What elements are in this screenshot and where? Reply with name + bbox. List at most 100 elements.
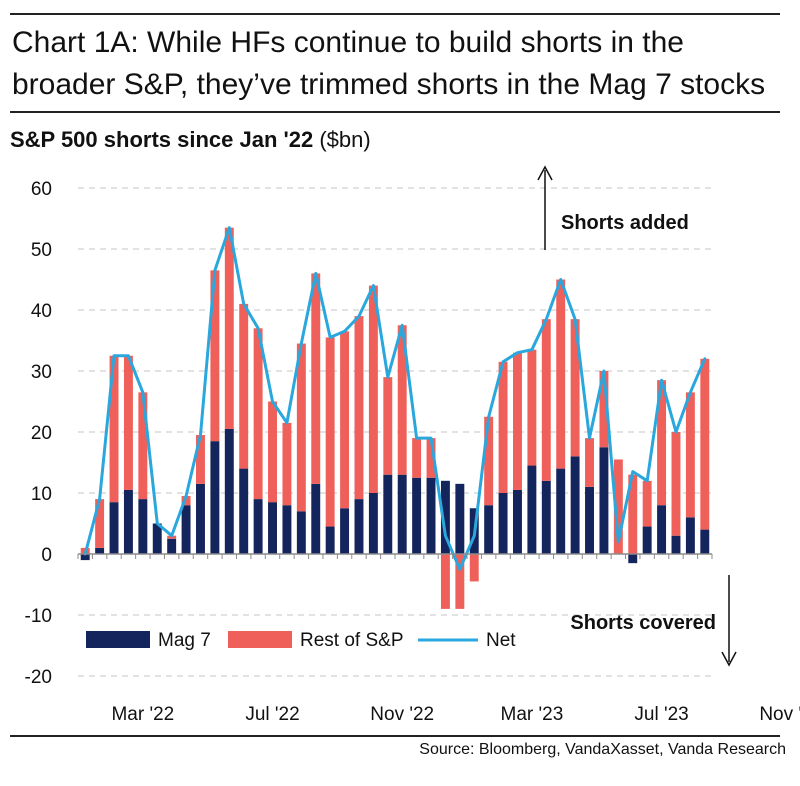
- x-tick-label: Nov '22: [370, 704, 434, 725]
- bar-mag7: [513, 489, 522, 554]
- bar-rest: [397, 325, 407, 475]
- bar-mag7: [642, 526, 652, 554]
- chart-title: Chart 1A: While HFs continue to build sh…: [12, 22, 782, 106]
- chart-subtitle: S&P 500 shorts since Jan '22 ($bn): [10, 127, 371, 153]
- bar-mag7: [412, 477, 422, 554]
- bar-rest: [498, 361, 508, 493]
- bar-layer: [80, 227, 710, 609]
- bar-mag7: [138, 499, 148, 554]
- legend-label-mag7: Mag 7: [158, 630, 211, 651]
- bar-mag7: [628, 554, 638, 564]
- bar-mag7: [368, 493, 378, 554]
- bar-mag7: [210, 441, 220, 554]
- bar-rest: [527, 349, 537, 466]
- bar-rest: [167, 535, 177, 539]
- subtitle-bold: S&P 500 shorts since Jan '22: [10, 127, 314, 152]
- bar-mag7: [311, 483, 321, 554]
- bar-mag7: [325, 526, 335, 554]
- bar-rest: [556, 279, 566, 469]
- bar-rest: [368, 285, 378, 493]
- bar-rest: [570, 319, 580, 457]
- bar-mag7: [239, 468, 249, 554]
- bar-rest: [239, 303, 249, 469]
- bar-mag7: [599, 447, 609, 554]
- bar-mag7: [224, 428, 234, 554]
- net-line: [83, 226, 707, 571]
- footer-rule: [10, 735, 780, 737]
- bar-rest: [455, 554, 465, 609]
- bar-mag7: [80, 554, 90, 561]
- bar-rest: [383, 377, 393, 475]
- bar-mag7: [556, 468, 566, 554]
- bar-mag7: [541, 480, 551, 554]
- annotation-layer: Shorts added Shorts covered: [537, 165, 737, 667]
- stacked-bar-chart: -20 -10 0 10 20 30 40 50 60 Mar '22 Jul '22 Nov '22…: [25, 165, 800, 725]
- bar-rest: [657, 380, 667, 506]
- up-arrow-head: [537, 165, 553, 181]
- bar-mag7: [527, 465, 537, 554]
- bar-rest: [311, 273, 321, 484]
- y-tick-label: 60: [31, 179, 52, 200]
- bar-mag7: [484, 505, 494, 554]
- bar-mag7: [657, 505, 667, 554]
- bar-mag7: [397, 474, 407, 554]
- bar-mag7: [570, 456, 580, 554]
- y-tick-label: 0: [41, 545, 52, 566]
- bar-mag7: [95, 547, 105, 554]
- y-tick-label: -10: [25, 606, 52, 627]
- bar-mag7: [354, 499, 364, 554]
- bar-rest: [95, 499, 105, 548]
- bar-mag7: [685, 517, 695, 554]
- bar-rest: [685, 392, 695, 518]
- bar-mag7: [585, 486, 594, 554]
- bar-mag7: [268, 502, 277, 554]
- bar-mag7: [296, 511, 306, 554]
- bar-rest: [181, 496, 191, 506]
- bar-mag7: [282, 505, 292, 554]
- bar-mag7: [426, 477, 436, 554]
- bar-rest: [268, 401, 277, 503]
- bar-rest: [585, 438, 594, 487]
- bar-mag7: [181, 505, 191, 554]
- bar-mag7: [340, 508, 350, 554]
- x-tick-label: Mar '23: [501, 704, 564, 725]
- bar-rest: [628, 474, 638, 554]
- bar-rest: [340, 331, 350, 509]
- bar-rest: [196, 435, 205, 484]
- bar-mag7: [700, 529, 710, 554]
- y-tick-label: 40: [31, 301, 52, 322]
- axis-layer: -20 -10 0 10 20 30 40 50 60 Mar '22 Jul '22 Nov '22…: [25, 179, 800, 725]
- y-tick-label: -20: [25, 667, 52, 688]
- subtitle-unit: ($bn): [319, 127, 371, 152]
- bar-rest: [123, 355, 133, 490]
- legend-label-rest: Rest of S&P: [300, 630, 404, 651]
- bar-rest: [296, 343, 306, 512]
- bar-rest: [412, 438, 422, 478]
- bar-rest: [109, 355, 119, 503]
- x-tick-label: Jul '22: [245, 704, 299, 725]
- bar-rest: [138, 392, 148, 500]
- bar-rest: [700, 358, 710, 530]
- grid-layer: [78, 187, 712, 677]
- legend-swatch-mag7: [86, 631, 150, 648]
- bar-rest: [253, 328, 263, 500]
- bar-rest: [469, 554, 479, 582]
- bar-rest: [440, 554, 450, 609]
- legend-swatch-rest: [228, 631, 292, 648]
- bar-rest: [599, 371, 609, 448]
- bar-mag7: [152, 523, 162, 554]
- bar-mag7: [253, 499, 263, 554]
- bar-rest: [642, 480, 652, 527]
- x-tick-label: Mar '22: [111, 704, 174, 725]
- bar-rest: [325, 337, 335, 527]
- bar-rest: [541, 319, 551, 481]
- y-tick-label: 50: [31, 240, 52, 261]
- bar-rest: [513, 352, 522, 490]
- bar-mag7: [440, 480, 450, 554]
- bar-mag7: [123, 489, 133, 554]
- bar-rest: [210, 270, 220, 442]
- bar-rest: [671, 432, 681, 536]
- bar-rest: [282, 422, 292, 506]
- bar-mag7: [196, 483, 205, 554]
- title-line-1: Chart 1A: While HFs continue to build sh…: [12, 26, 684, 59]
